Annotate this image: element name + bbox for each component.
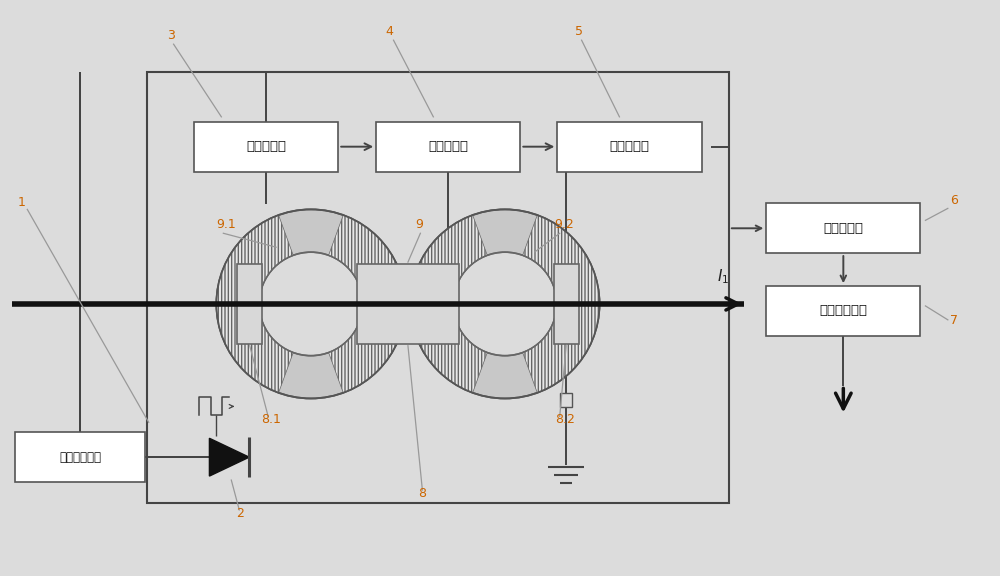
Bar <box>357 264 459 344</box>
Circle shape <box>410 210 600 399</box>
FancyBboxPatch shape <box>376 122 520 172</box>
Text: 付用放大器: 付用放大器 <box>428 140 468 153</box>
Text: 8.2: 8.2 <box>555 414 575 426</box>
Bar <box>147 72 729 503</box>
Bar <box>560 393 572 407</box>
Polygon shape <box>410 215 487 393</box>
Text: 带通滤波器: 带通滤波器 <box>246 140 286 153</box>
Polygon shape <box>216 215 293 393</box>
FancyBboxPatch shape <box>194 122 338 172</box>
Circle shape <box>259 252 363 355</box>
FancyBboxPatch shape <box>557 122 702 172</box>
Circle shape <box>453 252 557 355</box>
Circle shape <box>216 210 405 399</box>
Text: 8.1: 8.1 <box>261 414 281 426</box>
FancyBboxPatch shape <box>766 203 920 253</box>
Text: 6: 6 <box>950 195 958 207</box>
Text: 1: 1 <box>17 196 25 210</box>
Bar <box>554 264 579 344</box>
Text: 方波振荡电路: 方波振荡电路 <box>59 450 101 464</box>
Text: 低通滤波器: 低通滤波器 <box>823 222 863 235</box>
Polygon shape <box>209 438 249 476</box>
Polygon shape <box>523 215 600 393</box>
Text: 相敏检波器: 相敏检波器 <box>609 140 649 153</box>
Text: 5: 5 <box>575 25 583 38</box>
Text: 9.2: 9.2 <box>555 218 574 232</box>
Text: $I_1$: $I_1$ <box>717 267 729 286</box>
Text: 8: 8 <box>418 487 426 500</box>
Text: 2: 2 <box>236 507 244 520</box>
Text: 3: 3 <box>167 29 174 42</box>
Text: 4: 4 <box>386 25 393 38</box>
Polygon shape <box>329 215 405 393</box>
Text: 9.1: 9.1 <box>216 218 236 232</box>
Bar <box>237 264 262 344</box>
Text: 直流信号输出: 直流信号输出 <box>819 304 867 317</box>
FancyBboxPatch shape <box>766 286 920 336</box>
Text: 7: 7 <box>950 314 958 327</box>
Text: 9: 9 <box>415 218 423 232</box>
FancyBboxPatch shape <box>15 433 145 482</box>
